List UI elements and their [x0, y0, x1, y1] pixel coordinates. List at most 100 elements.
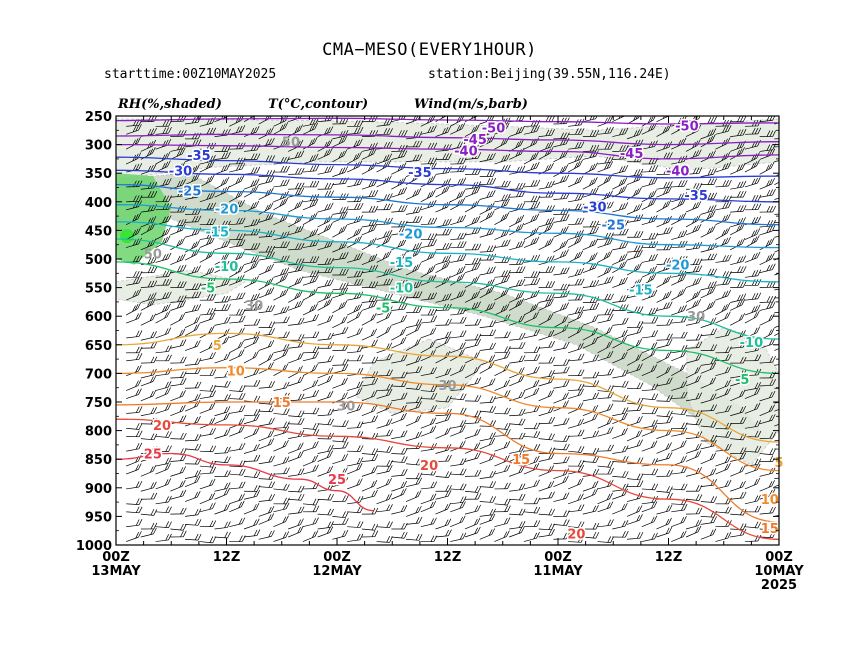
wind-barb-feather — [766, 226, 770, 233]
wind-barb-feather — [559, 304, 564, 311]
wind-barb-staff — [700, 292, 713, 299]
wind-barb-feather — [654, 383, 659, 390]
wind-barb — [567, 159, 583, 173]
wind-barb-staff — [730, 395, 743, 402]
wind-barb-feather — [709, 135, 713, 143]
wind-barb-feather — [681, 165, 685, 173]
wind-barb-feather — [692, 183, 697, 190]
wind-barb-feather — [666, 152, 670, 159]
wind-barb-feather — [607, 480, 611, 487]
wind-barb-feather — [754, 403, 758, 410]
wind-barb-feather — [728, 443, 732, 451]
wind-barb-staff — [759, 269, 773, 274]
wind-barb — [656, 124, 672, 137]
wind-barb-feather — [622, 470, 626, 478]
wind-barb-feather — [751, 162, 755, 169]
wind-barb-feather — [606, 493, 611, 501]
wind-barb — [597, 444, 614, 452]
wind-barb-feather — [648, 308, 653, 315]
wind-barb-feather — [654, 532, 658, 540]
wind-barb-staff — [715, 461, 728, 467]
wind-barb-feather — [565, 249, 569, 256]
wind-barb-staff — [597, 132, 611, 135]
wind-barb-staff — [759, 494, 773, 500]
wind-barb — [612, 145, 629, 152]
wind-barb-staff — [656, 523, 669, 530]
wind-barb-feather — [636, 245, 641, 252]
wind-barb-feather — [580, 446, 585, 453]
wind-barb-feather — [589, 280, 594, 287]
wind-barb — [627, 244, 644, 253]
wind-barb-feather — [663, 227, 668, 235]
wind-barb-staff — [759, 485, 772, 492]
wind-barb — [597, 426, 614, 437]
wind-barb-feather — [680, 504, 685, 511]
wind-barb-feather — [595, 144, 600, 152]
wind-barb-feather — [772, 130, 776, 137]
wind-barb-feather — [621, 352, 625, 360]
wind-barb-feather — [562, 316, 566, 323]
wind-barb — [612, 241, 629, 251]
wind-barb-feather — [677, 215, 682, 222]
wind-barb-feather — [669, 181, 673, 188]
wind-barb-feather — [563, 342, 567, 349]
wind-barb-feather — [707, 117, 712, 124]
wind-barb-feather — [636, 480, 641, 487]
wind-barb-staff — [597, 374, 611, 377]
wind-barb — [568, 193, 585, 203]
wind-barb — [671, 256, 688, 263]
wind-barb-staff — [568, 394, 581, 399]
wind-barb-feather — [580, 128, 585, 135]
wind-barb-feather — [594, 336, 599, 344]
wind-barb-feather — [563, 380, 567, 387]
wind-barb-feather — [754, 252, 758, 260]
wind-barb-feather — [606, 266, 611, 274]
wind-barb-feather — [669, 492, 673, 500]
wind-barb-feather — [695, 376, 699, 383]
wind-barb-feather — [724, 304, 728, 311]
wind-barb-staff — [627, 537, 641, 540]
wind-barb-feather — [636, 321, 641, 328]
wind-barb-feather — [650, 191, 655, 198]
wind-barb-staff — [553, 321, 566, 328]
wind-barb-feather — [592, 371, 597, 379]
wind-barb — [774, 423, 779, 427]
wind-barb-feather — [665, 518, 670, 526]
wind-barb-feather — [577, 478, 581, 486]
wind-barb-feather — [624, 412, 628, 420]
wind-barb — [612, 369, 629, 379]
wind-barb-feather — [565, 492, 570, 499]
wind-barb-feather — [636, 169, 641, 176]
wind-barb-feather — [712, 225, 716, 232]
wind-barb — [715, 179, 732, 188]
wind-barb-feather — [639, 326, 644, 333]
wind-barb-feather — [679, 364, 684, 371]
wind-barb-feather — [722, 180, 727, 187]
wind-barb-feather — [765, 240, 770, 247]
wind-barb-feather — [721, 238, 726, 246]
wind-barb-feather — [698, 507, 703, 514]
wind-barb — [715, 405, 732, 414]
wind-barb-feather — [786, 400, 789, 406]
wind-barb-feather — [574, 162, 578, 169]
wind-barb — [730, 376, 746, 387]
wind-barb-feather — [781, 267, 784, 273]
wind-barb-feather — [608, 326, 613, 333]
wind-barb-feather — [566, 117, 570, 124]
wind-barb-feather — [742, 293, 747, 300]
wind-barb-feather — [751, 237, 755, 245]
wind-barb-staff — [774, 311, 779, 314]
wind-barb-feather — [681, 483, 685, 490]
wind-barb-feather — [592, 315, 596, 323]
wind-barb-staff — [671, 521, 684, 528]
wind-barb-feather — [607, 218, 612, 225]
wind-barb — [744, 354, 762, 362]
wind-barb — [774, 311, 779, 314]
wind-barb — [685, 265, 703, 274]
wind-barb-feather — [784, 508, 787, 514]
wind-barb-feather — [787, 153, 790, 159]
wind-barb-feather — [636, 139, 641, 147]
wind-barb-staff — [612, 225, 626, 228]
wind-barb — [582, 279, 600, 288]
wind-barb-staff — [612, 323, 626, 326]
